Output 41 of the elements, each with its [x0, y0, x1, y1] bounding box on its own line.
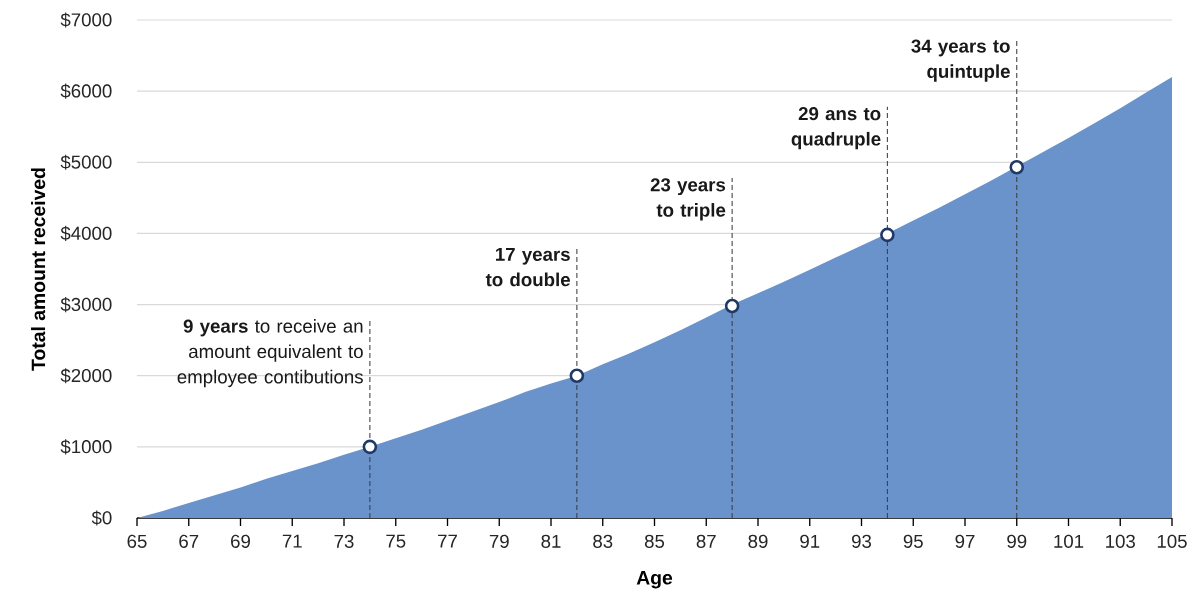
- x-tick-label: 67: [179, 534, 199, 548]
- x-tick-label: 69: [231, 534, 250, 548]
- ref-line-label: 23 years to triple: [650, 178, 726, 221]
- y-tick-label: $2000: [60, 368, 112, 384]
- x-tick-label: 97: [955, 534, 975, 548]
- ref-line-label: 9 years to receive an amount equivalent to employee contibutions: [177, 319, 363, 388]
- ref-line-label: 34 years to quintuple: [911, 39, 1010, 82]
- x-tick-label: 71: [282, 534, 302, 548]
- y-tick-label: $7000: [60, 12, 112, 28]
- x-tick-label: 75: [386, 534, 406, 548]
- x-tick-label: 83: [593, 534, 613, 548]
- x-tick-label: 77: [438, 534, 457, 548]
- y-tick-label: $6000: [60, 83, 112, 99]
- point: [569, 368, 585, 384]
- x-tick-label: 91: [800, 534, 820, 548]
- x-tick-label: 103: [1106, 534, 1135, 548]
- point: [1009, 159, 1025, 175]
- x-tick-label: 89: [748, 534, 768, 548]
- x-tick-label: 85: [644, 534, 665, 548]
- x-axis-title: Age: [636, 571, 673, 589]
- y-tick-label: $1000: [60, 439, 112, 455]
- x-tick-label: 87: [696, 534, 716, 548]
- x-tick-label: 93: [852, 534, 872, 548]
- y-tick-label: $0: [91, 510, 112, 526]
- y-tick-label: $4000: [60, 225, 112, 241]
- point: [880, 227, 895, 243]
- x-tick-label: 81: [541, 534, 561, 548]
- x-tick-label: 99: [1007, 534, 1027, 548]
- x-tick-label: 101: [1054, 534, 1084, 548]
- x-tick-label: 73: [334, 534, 354, 548]
- point: [724, 298, 740, 314]
- y-axis-title: Total amount received: [31, 168, 46, 371]
- point: [362, 439, 378, 455]
- ref-line-label: 29 ans to quadruple: [791, 107, 881, 150]
- y-tick-label: $3000: [60, 297, 112, 313]
- y-tick-label: $5000: [60, 154, 112, 170]
- x-tick-label: 79: [489, 534, 509, 548]
- x-tick-label: 95: [903, 534, 923, 548]
- x-tick-label: 105: [1157, 534, 1187, 548]
- x-tick-label: 65: [127, 534, 147, 548]
- ref-line-label: 17 years to double: [485, 247, 570, 287]
